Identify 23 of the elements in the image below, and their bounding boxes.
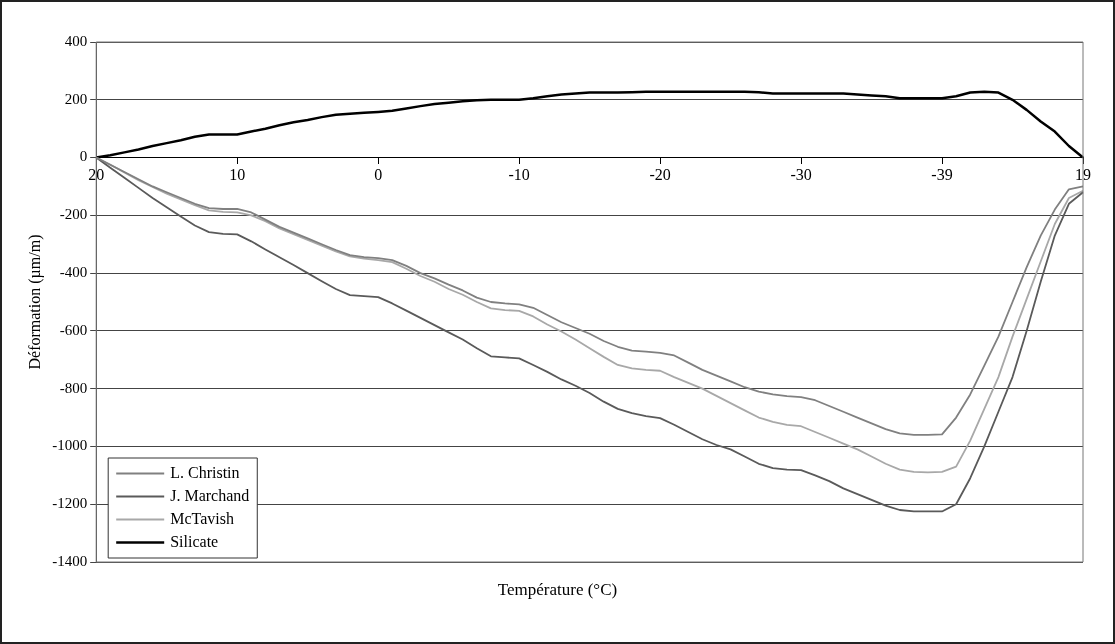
y-tick-label: -1200 (52, 495, 88, 512)
y-tick-label: -200 (59, 206, 88, 223)
legend-label: Silicate (170, 532, 219, 550)
y-tick-label: -1400 (52, 552, 88, 569)
x-tick-label: 19 (1075, 166, 1091, 184)
y-tick-label: -1000 (52, 437, 88, 454)
x-tick-label: -20 (649, 166, 671, 184)
legend-label: McTavish (170, 509, 234, 527)
y-tick-label: 400 (64, 32, 88, 49)
y-tick-label: -600 (59, 321, 88, 338)
x-tick-label: -10 (508, 166, 530, 184)
legend-label: L. Christin (170, 463, 240, 481)
y-tick-label: 200 (64, 90, 88, 107)
y-tick-label: -800 (59, 379, 88, 396)
x-tick-label: -30 (790, 166, 812, 184)
legend-label: J. Marchand (170, 486, 250, 504)
y-axis-title: Déformation (µm/m) (25, 234, 44, 370)
y-tick-label: 0 (79, 148, 88, 165)
x-tick-label: 10 (229, 166, 246, 184)
x-axis-title: Température (°C) (496, 580, 619, 600)
y-tick-label: -400 (59, 264, 88, 281)
x-tick-label: 0 (374, 166, 383, 184)
x-tick-label: -39 (931, 166, 953, 184)
